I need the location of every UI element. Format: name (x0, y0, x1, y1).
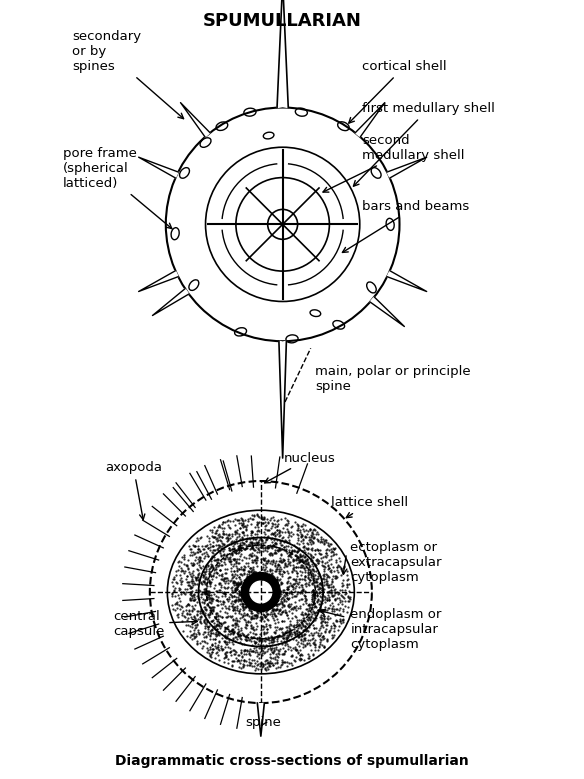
Polygon shape (387, 271, 427, 291)
Polygon shape (152, 289, 189, 315)
Text: main, polar or principle
spine: main, polar or principle spine (315, 365, 471, 393)
Text: central
capsule: central capsule (113, 610, 197, 638)
Polygon shape (277, 0, 288, 108)
Polygon shape (138, 157, 178, 178)
Polygon shape (355, 103, 385, 137)
Text: secondary
or by
spines: secondary or by spines (72, 30, 183, 118)
Text: lattice shell: lattice shell (331, 496, 408, 518)
Polygon shape (279, 341, 286, 458)
Polygon shape (180, 103, 210, 137)
Polygon shape (138, 271, 178, 291)
Text: pore frame
(spherical
latticed): pore frame (spherical latticed) (63, 147, 172, 228)
Text: second
medullary shell: second medullary shell (323, 134, 465, 192)
Text: SPUMULLARIAN: SPUMULLARIAN (203, 12, 362, 30)
Text: nucleus: nucleus (265, 452, 336, 483)
Text: bars and beams: bars and beams (342, 200, 470, 252)
Text: ectoplasm or
extracapsular
cytoplasm: ectoplasm or extracapsular cytoplasm (350, 541, 442, 584)
Polygon shape (258, 703, 265, 736)
Ellipse shape (168, 510, 354, 674)
Text: endoplasm or
intracapsular
cytoplasm: endoplasm or intracapsular cytoplasm (350, 608, 442, 650)
Ellipse shape (199, 538, 323, 647)
Circle shape (250, 581, 272, 603)
Circle shape (241, 573, 280, 612)
Polygon shape (387, 157, 427, 178)
Text: spine: spine (245, 717, 281, 729)
Text: axopoda: axopoda (105, 461, 162, 520)
Text: Diagrammatic cross-sections of spumullarian: Diagrammatic cross-sections of spumullar… (115, 754, 469, 767)
Polygon shape (370, 297, 404, 326)
Text: first medullary shell: first medullary shell (353, 102, 495, 186)
Text: cortical shell: cortical shell (349, 60, 447, 123)
